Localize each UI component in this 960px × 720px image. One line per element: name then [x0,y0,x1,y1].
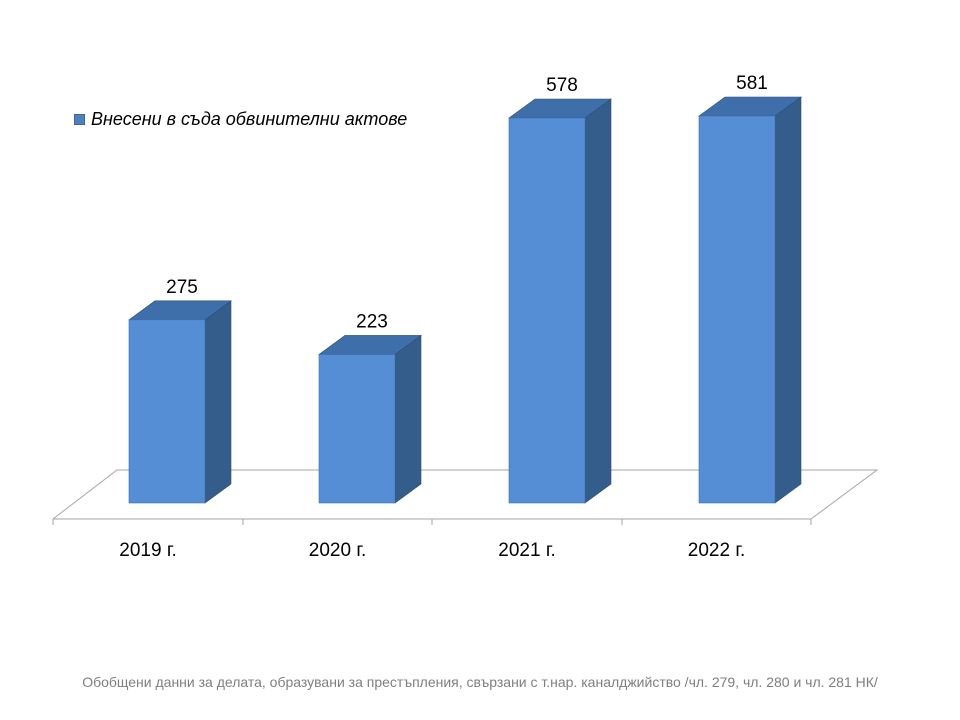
chart-bars [128,96,802,504]
bar-front-face [508,117,586,504]
category-label-3: 2021 г. [498,540,555,561]
bar-side-face [394,334,422,504]
chart-floor [52,469,879,525]
category-axis-labels: 2019 г. 2020 г. 2021 г. 2022 г. [119,540,745,561]
bar-4 [698,96,802,504]
footnote: Обобщени данни за делата, образувани за … [82,674,878,690]
bar-side-face [204,300,232,504]
bar-front-face [698,115,776,504]
bar-front-face [318,354,396,504]
data-label-1: 275 [166,277,198,298]
category-label-1: 2019 г. [119,540,176,561]
legend-label: Внесени в съда обвинителни актове [91,109,408,129]
category-label-2: 2020 г. [309,540,366,561]
legend: Внесени в съда обвинителни актове [74,109,407,130]
legend-swatch [74,114,85,125]
bar-2 [318,334,422,504]
bar-3 [508,98,612,504]
bar-side-face [774,96,802,504]
data-label-2: 223 [356,311,388,332]
bar-1 [128,300,232,504]
bar-side-face [584,98,612,504]
data-labels: 275 223 578 581 [166,73,768,332]
data-label-4: 581 [736,73,768,94]
category-label-4: 2022 г. [688,540,745,561]
data-label-3: 578 [546,75,578,96]
bar-front-face [128,319,206,504]
floor-plane-outline [52,469,879,520]
